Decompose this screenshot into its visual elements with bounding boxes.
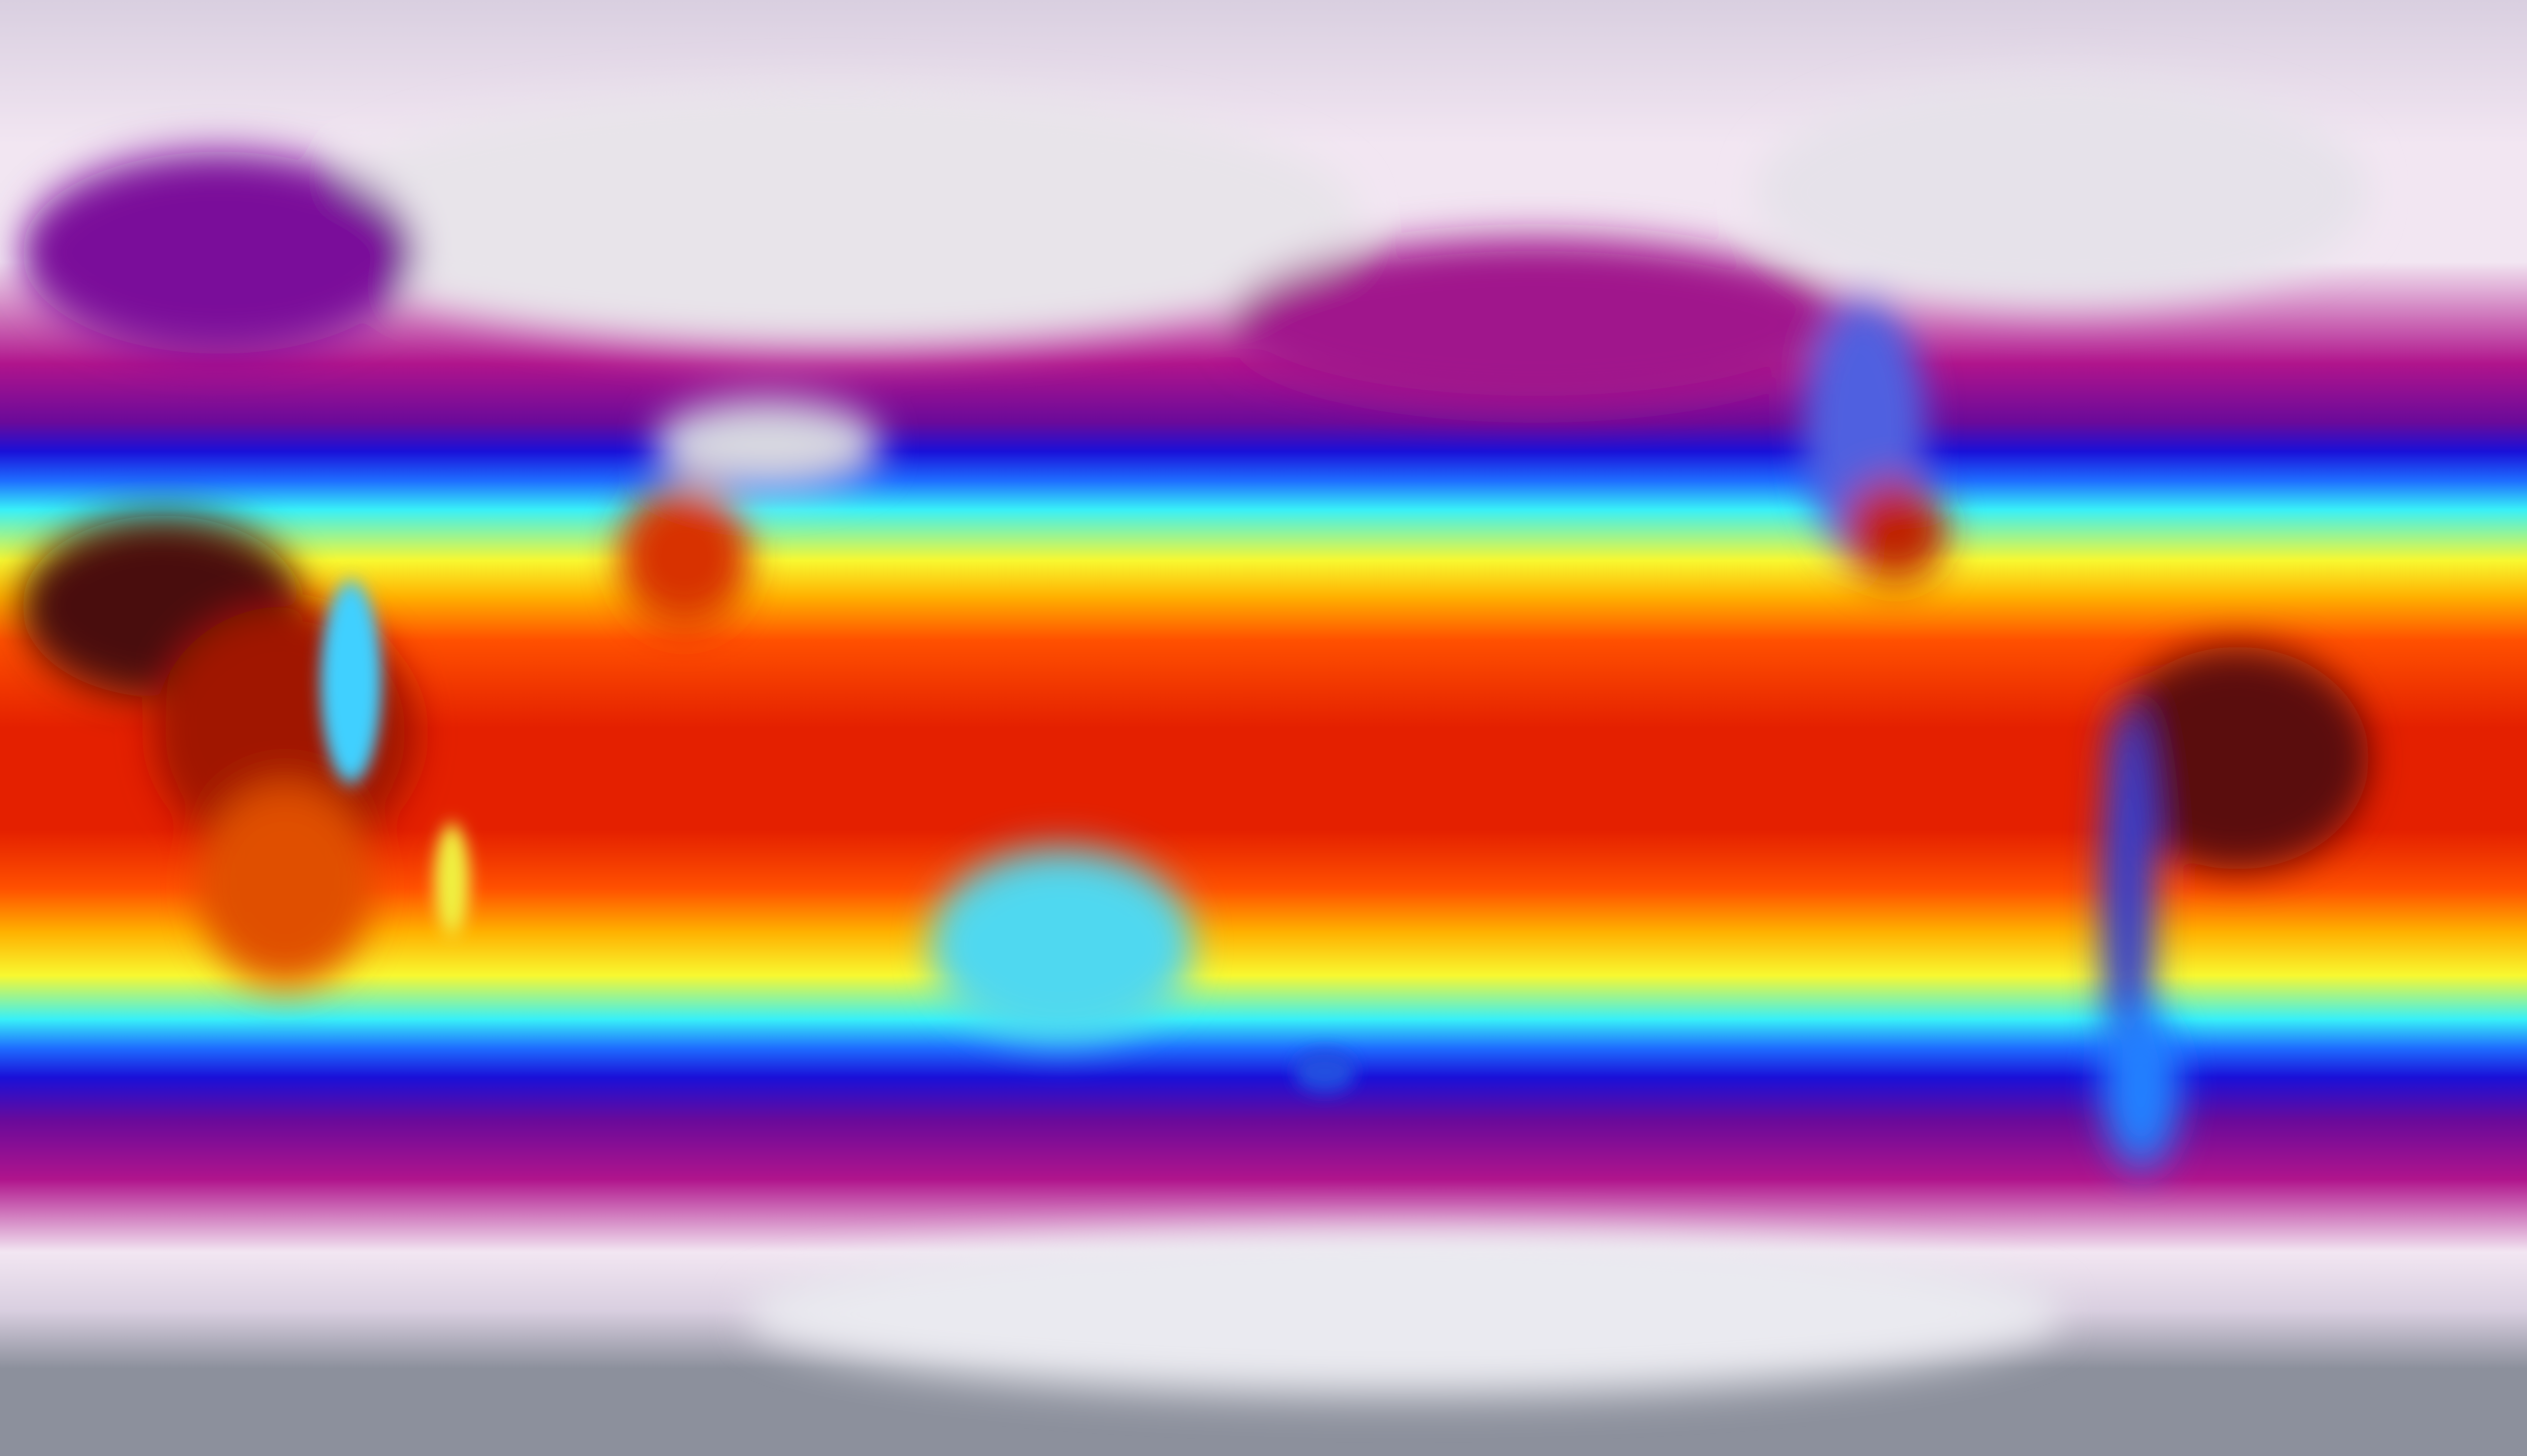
mexico-hot [1842,480,1948,581]
north-atlantic-magenta [22,152,417,354]
tibet-plateau [653,399,882,490]
antarctica-white [745,1233,2062,1395]
north-pacific-magenta [1228,238,1843,409]
amazon-hot [2105,647,2369,869]
north-america-snow [1755,76,2369,308]
southern-africa [197,783,373,985]
patagonia [2101,1006,2181,1167]
madagascar [434,824,470,935]
new-zealand [1294,1051,1356,1092]
east-africa-highlands [320,581,382,783]
eurasia-snow [307,86,1360,349]
australia [930,849,1194,1041]
india [618,485,751,627]
